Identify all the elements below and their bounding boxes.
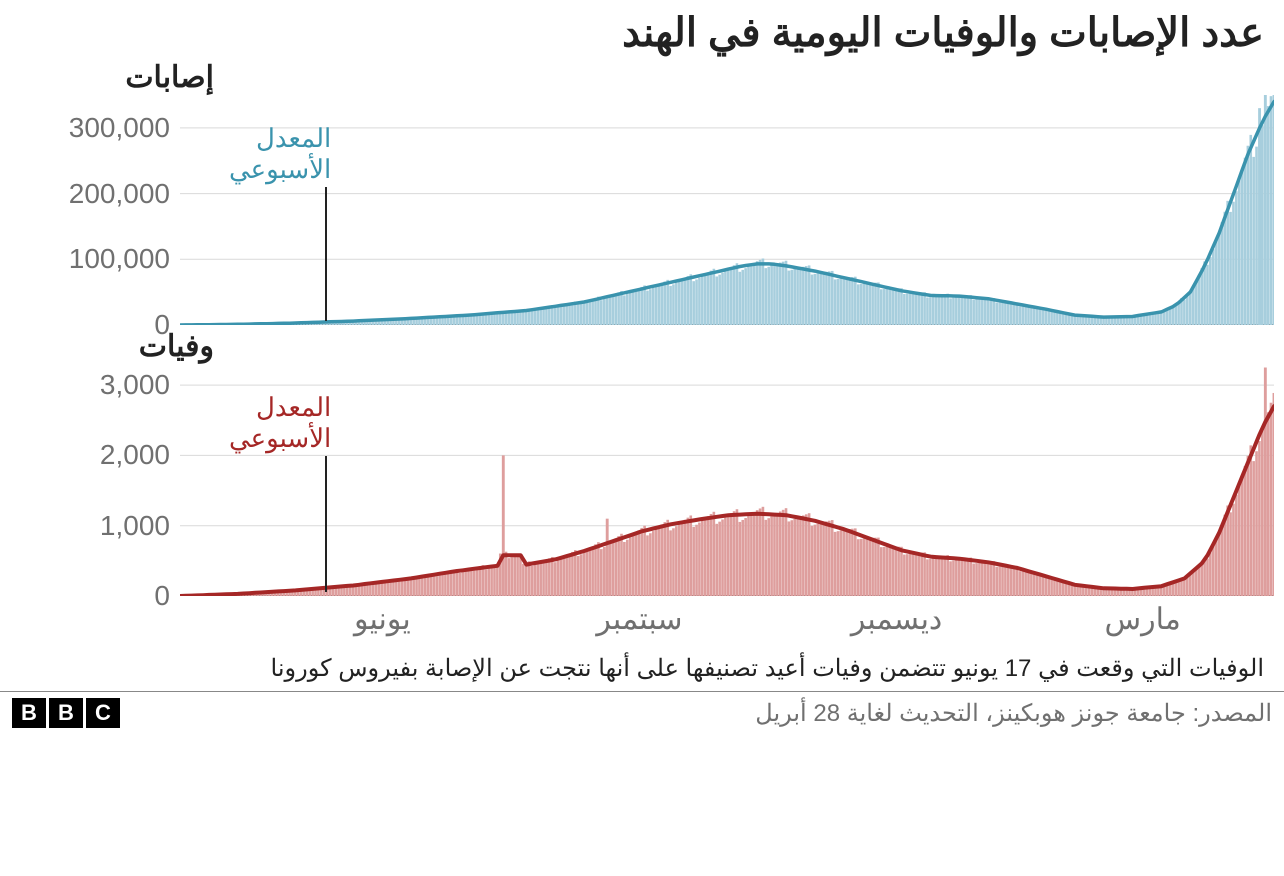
cases-annotation: المعدل الأسبوعي bbox=[171, 123, 331, 185]
x-tick-label: ديسمبر bbox=[851, 602, 942, 637]
bbc-logo-block: B bbox=[12, 698, 46, 728]
deaths-svg bbox=[180, 364, 1274, 596]
bbc-logo: BBC bbox=[12, 698, 120, 728]
y-tick-label: 100,000 bbox=[69, 243, 170, 275]
y-tick-label: 1,000 bbox=[100, 510, 170, 542]
cases-annotation-line bbox=[325, 187, 327, 321]
deaths-chart: وفيات 01,0002,0003,000 المعدل الأسبوعي bbox=[0, 329, 1284, 596]
x-axis-labels: يونيو سبتمبر ديسمبر مارس bbox=[180, 596, 1274, 646]
footer: المصدر: جامعة جونز هوبكينز، التحديث لغاي… bbox=[0, 692, 1284, 728]
x-tick-label: يونيو bbox=[354, 602, 411, 637]
footnote: الوفيات التي وقعت في 17 يونيو تتضمن وفيا… bbox=[0, 646, 1284, 692]
cases-plot-area: 0100,000200,000300,000 المعدل الأسبوعي bbox=[180, 95, 1274, 325]
deaths-annotation: المعدل الأسبوعي bbox=[171, 392, 331, 454]
bbc-logo-block: C bbox=[86, 698, 120, 728]
y-tick-label: 200,000 bbox=[69, 178, 170, 210]
cases-chart: إصابات 0100,000200,000300,000 المعدل الأ… bbox=[0, 60, 1284, 325]
y-tick-label: 2,000 bbox=[100, 439, 170, 471]
deaths-annotation-l1: المعدل bbox=[171, 392, 331, 423]
deaths-plot-area: 01,0002,0003,000 المعدل الأسبوعي bbox=[180, 364, 1274, 596]
bbc-logo-block: B bbox=[49, 698, 83, 728]
source-text: المصدر: جامعة جونز هوبكينز، التحديث لغاي… bbox=[755, 699, 1272, 728]
y-tick-label: 3,000 bbox=[100, 369, 170, 401]
deaths-annotation-line bbox=[325, 456, 327, 592]
cases-annotation-l1: المعدل bbox=[171, 123, 331, 154]
cases-chart-title: إصابات bbox=[0, 60, 1284, 95]
deaths-chart-title: وفيات bbox=[0, 329, 1284, 364]
y-tick-label: 0 bbox=[154, 580, 170, 612]
x-tick-label: مارس bbox=[1105, 602, 1181, 637]
main-title: عدد الإصابات والوفيات اليومية في الهند bbox=[0, 0, 1284, 60]
cases-svg bbox=[180, 95, 1274, 325]
cases-annotation-l2: الأسبوعي bbox=[171, 154, 331, 185]
y-tick-label: 300,000 bbox=[69, 112, 170, 144]
deaths-annotation-l2: الأسبوعي bbox=[171, 423, 331, 454]
x-tick-label: سبتمبر bbox=[596, 602, 682, 637]
